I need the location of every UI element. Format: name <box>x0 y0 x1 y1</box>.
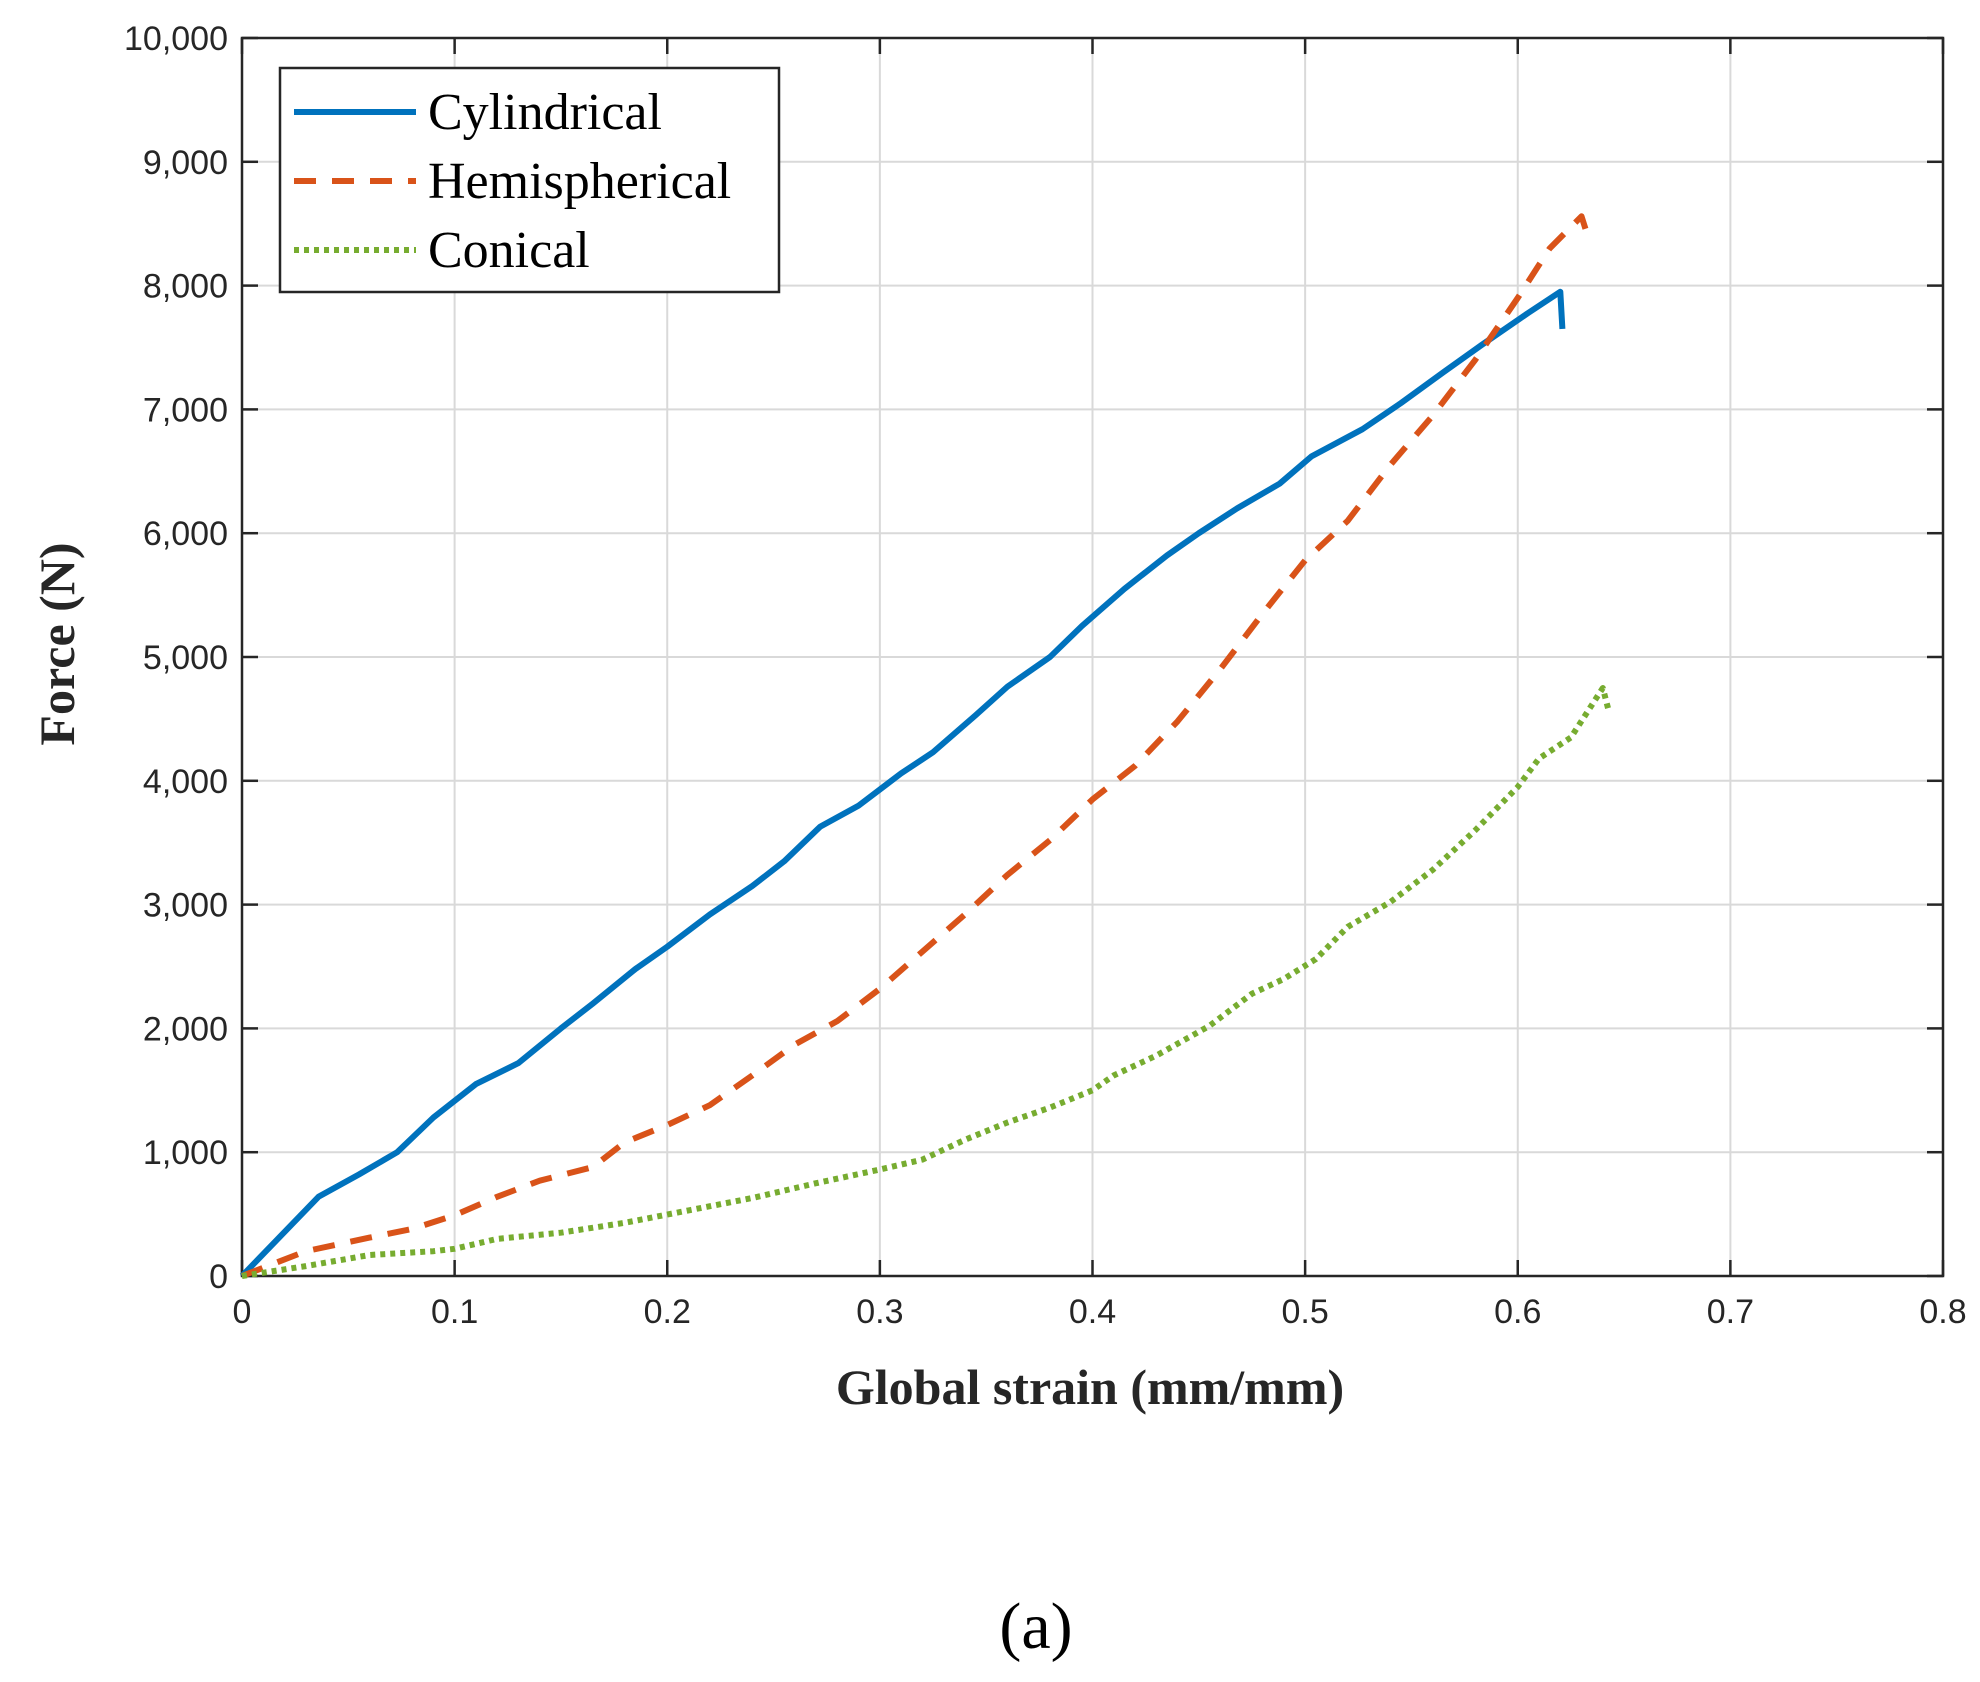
y-tick-label: 5,000 <box>143 639 228 677</box>
y-axis-title: Force (N) <box>29 542 85 745</box>
y-tick-label: 4,000 <box>143 763 228 801</box>
legend: Cylindrical Hemispherical Conical <box>278 66 781 294</box>
series-line-conical <box>241 685 1613 1279</box>
y-tick-label: 3,000 <box>143 887 228 925</box>
x-tick-label: 0.4 <box>1069 1293 1116 1331</box>
y-tick-label: 1,000 <box>143 1134 228 1172</box>
legend-label-hemispherical: Hemispherical <box>428 153 731 210</box>
y-tick-label: 0 <box>209 1258 228 1296</box>
x-tick-label: 0.5 <box>1281 1293 1328 1331</box>
legend-box <box>278 66 781 294</box>
axis-ticks: 0 0.1 0.2 0.3 0.4 0.5 0.6 0.7 0.8 0 1,000 2,000 3,00… <box>124 20 1967 1331</box>
y-tick-label: 6,000 <box>143 515 228 553</box>
x-tick-label: 0.1 <box>431 1293 478 1331</box>
x-tick-label: 0.2 <box>644 1293 691 1331</box>
series-line-hemispherical <box>240 213 1589 1279</box>
data-series <box>239 213 1613 1279</box>
y-tick-label: 10,000 <box>124 20 228 58</box>
grid-lines <box>242 38 1943 1276</box>
figure-caption: (a) <box>999 1590 1072 1663</box>
y-tick-label: 2,000 <box>143 1010 228 1048</box>
x-tick-label: 0 <box>233 1293 252 1331</box>
series-line-cylindrical <box>239 288 1566 1279</box>
legend-label-cylindrical: Cylindrical <box>428 84 662 141</box>
x-tick-label: 0.3 <box>856 1293 903 1331</box>
x-tick-label: 0.8 <box>1919 1293 1966 1331</box>
legend-label-conical: Conical <box>428 222 590 279</box>
x-tick-label: 0.6 <box>1494 1293 1541 1331</box>
x-tick-label: 0.7 <box>1707 1293 1754 1331</box>
y-tick-label: 9,000 <box>143 144 228 182</box>
y-tick-label: 7,000 <box>143 391 228 429</box>
y-tick-label: 8,000 <box>143 268 228 306</box>
x-axis-title: Global strain (mm/mm) <box>836 1359 1344 1415</box>
